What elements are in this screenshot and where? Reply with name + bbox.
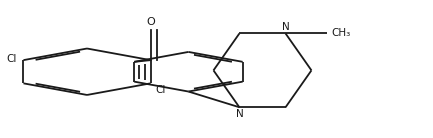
Text: Cl: Cl xyxy=(155,85,165,95)
Text: N: N xyxy=(282,22,289,32)
Text: N: N xyxy=(236,109,243,119)
Text: O: O xyxy=(146,17,155,27)
Text: CH₃: CH₃ xyxy=(332,28,351,39)
Text: Cl: Cl xyxy=(6,54,17,64)
